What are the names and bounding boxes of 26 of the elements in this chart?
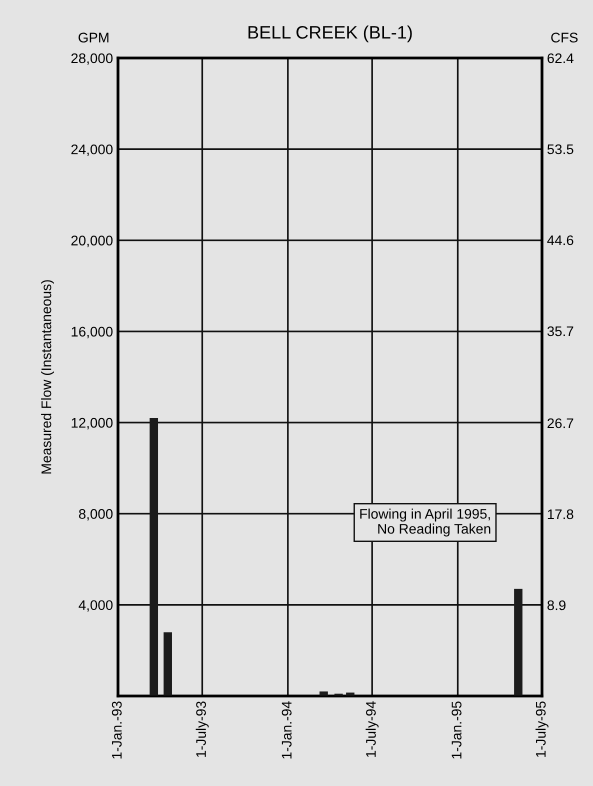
text: GPM bbox=[78, 32, 108, 42]
y-tick-label: 28,000 bbox=[71, 53, 113, 65]
y-axis-title: Measured Flow (Instantaneous) bbox=[41, 280, 54, 474]
chart-title: BELL CREEK (BL-1) bbox=[248, 25, 412, 42]
annotation: Flowing in April 1995, No Reading Taken bbox=[360, 508, 490, 536]
y2-tick-label: 35.7 bbox=[547, 326, 574, 336]
y-tick-label: 8,000 bbox=[78, 509, 113, 521]
y-tick-label: 12,000 bbox=[72, 418, 113, 430]
y2-tick-label: 53.5 bbox=[547, 144, 574, 154]
x-tick-label: 1-Jan.-95 bbox=[452, 701, 462, 758]
y2-tick-label: 44.6 bbox=[547, 235, 574, 246]
x-tick-label: 1-July-94 bbox=[366, 701, 379, 757]
y-tick-label: 24,000 bbox=[71, 144, 113, 156]
x-tick-label: 1-Jan.-93 bbox=[112, 701, 122, 758]
y2-tick-label: 62.4 bbox=[548, 53, 574, 64]
y2-tick-label: 8.9 bbox=[547, 600, 566, 610]
y2-axis-title: CFS bbox=[551, 32, 578, 42]
y2-tick-label: 17.8 bbox=[548, 509, 574, 520]
x-tick-label: 1-Jan.-94 bbox=[282, 701, 292, 758]
x-tick-label: 1-July-95 bbox=[536, 701, 548, 757]
x-tick-label: 1-July-93 bbox=[196, 701, 209, 757]
y-tick-label: 4,000 bbox=[78, 600, 113, 612]
y-tick-label: 20,000 bbox=[71, 236, 113, 248]
y-tick-label: 16,000 bbox=[72, 326, 113, 338]
bar bbox=[164, 632, 172, 696]
y2-tick-label: 26.7 bbox=[548, 418, 574, 428]
